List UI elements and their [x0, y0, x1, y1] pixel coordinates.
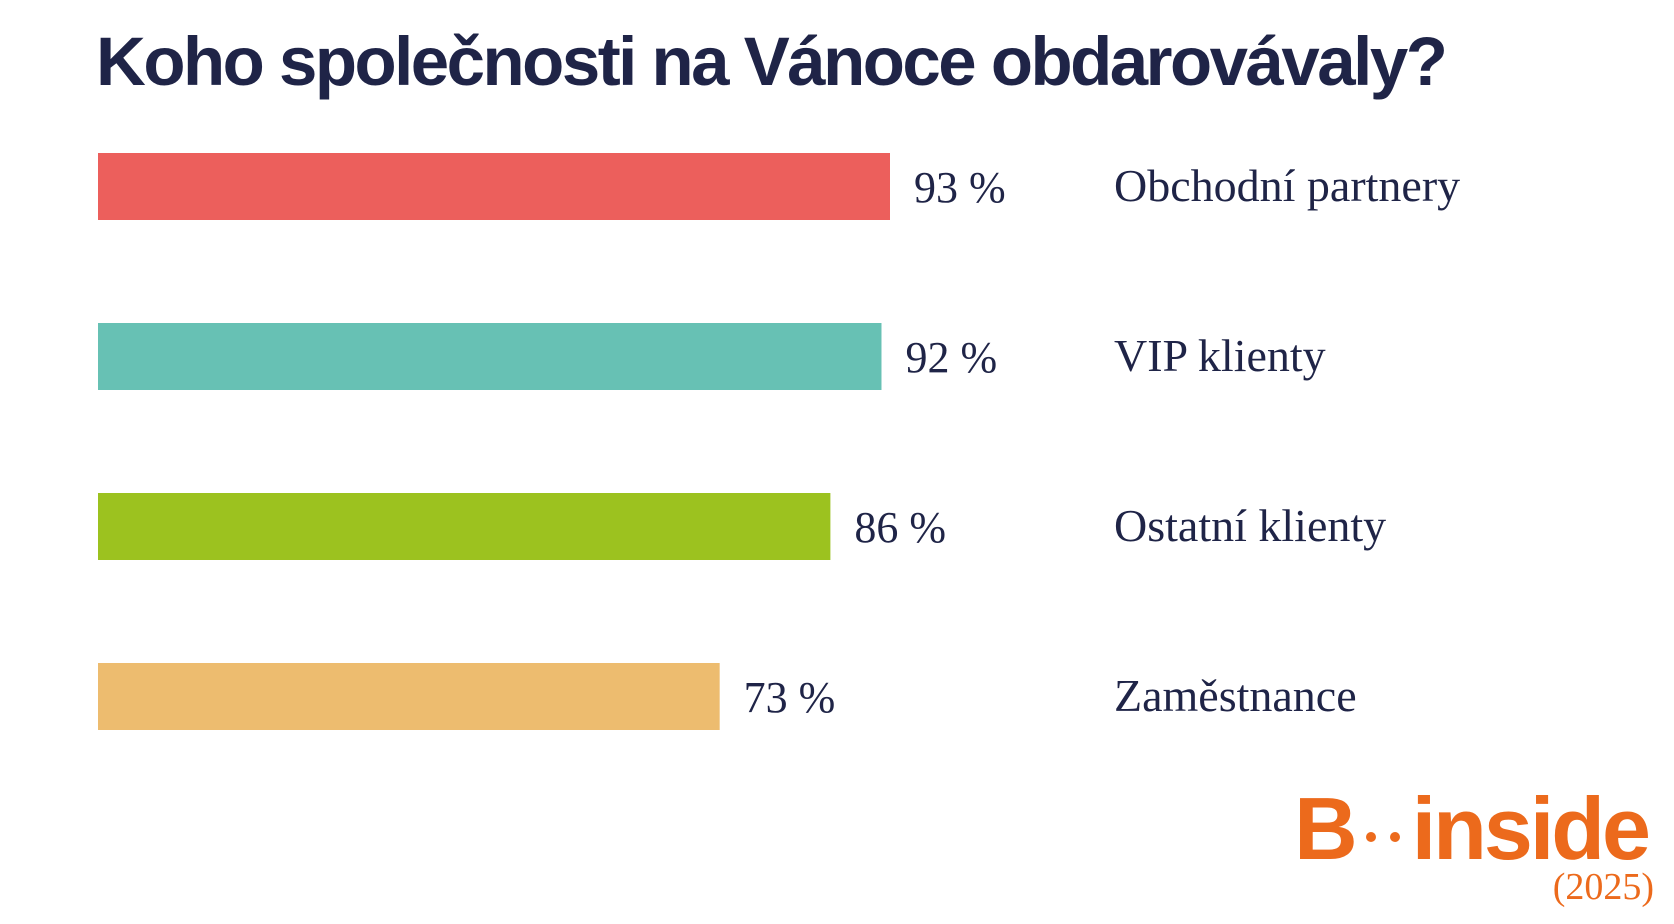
category-label: VIP klienty: [1114, 330, 1326, 381]
year-label: (2025): [1552, 866, 1654, 908]
category-label: Obchodní partnery: [1114, 160, 1461, 211]
category-label: Ostatní klienty: [1114, 500, 1387, 551]
chart-title: Koho společnosti na Vánoce obdarovávaly?: [96, 23, 1448, 100]
logo-letter: B: [1294, 779, 1358, 878]
bar-4: [98, 663, 720, 730]
category-label: Zaměstnance: [1114, 670, 1357, 721]
logo-dots-icon: [1362, 792, 1406, 880]
bar-value-label: 92 %: [905, 333, 998, 382]
bar-value-label: 86 %: [854, 503, 947, 552]
bar-3: [98, 493, 831, 560]
bar-value-label: 93 %: [914, 163, 1006, 212]
bar-value-label: 73 %: [743, 673, 836, 722]
logo-word: inside: [1411, 779, 1651, 878]
bar-1: [98, 153, 890, 220]
bar-2: [98, 323, 882, 390]
